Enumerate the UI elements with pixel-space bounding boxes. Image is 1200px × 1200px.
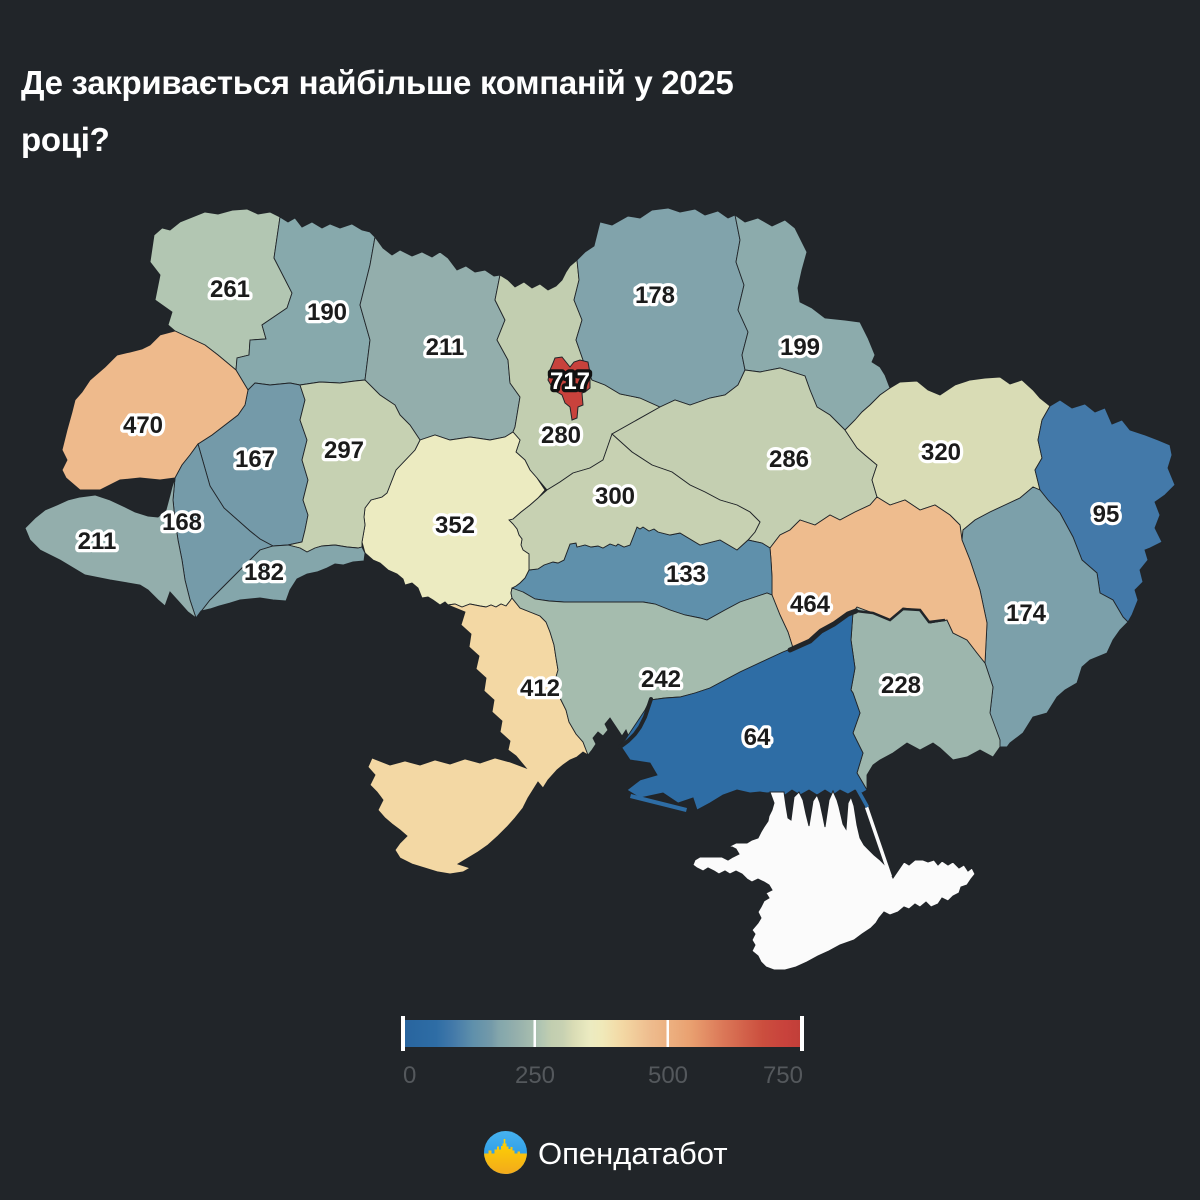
svg-text:133: 133: [666, 561, 706, 588]
svg-text:261: 261: [210, 276, 250, 303]
svg-text:280: 280: [541, 422, 581, 449]
svg-text:464: 464: [790, 591, 831, 618]
svg-text:320: 320: [921, 439, 961, 466]
svg-text:178: 178: [635, 282, 675, 309]
svg-text:228: 228: [881, 672, 921, 699]
svg-text:95: 95: [1093, 501, 1120, 528]
svg-text:190: 190: [307, 299, 347, 326]
svg-text:211: 211: [78, 528, 117, 555]
svg-text:168: 168: [162, 509, 202, 536]
svg-text:250: 250: [515, 1062, 555, 1089]
svg-text:300: 300: [595, 483, 635, 510]
svg-text:211: 211: [426, 334, 465, 361]
svg-text:167: 167: [235, 446, 275, 473]
svg-text:717: 717: [550, 368, 590, 395]
svg-text:286: 286: [769, 446, 809, 473]
svg-text:297: 297: [324, 437, 364, 464]
svg-text:Опендатабот: Опендатабот: [538, 1136, 728, 1171]
svg-text:174: 174: [1006, 600, 1047, 627]
svg-text:750: 750: [763, 1062, 803, 1089]
svg-text:412: 412: [520, 675, 560, 702]
svg-text:64: 64: [744, 724, 771, 751]
svg-text:500: 500: [648, 1062, 688, 1089]
svg-text:199: 199: [780, 334, 820, 361]
svg-text:0: 0: [403, 1062, 416, 1089]
svg-text:352: 352: [435, 512, 475, 539]
svg-text:470: 470: [123, 412, 163, 439]
svg-text:242: 242: [641, 666, 681, 693]
svg-text:182: 182: [244, 559, 284, 586]
